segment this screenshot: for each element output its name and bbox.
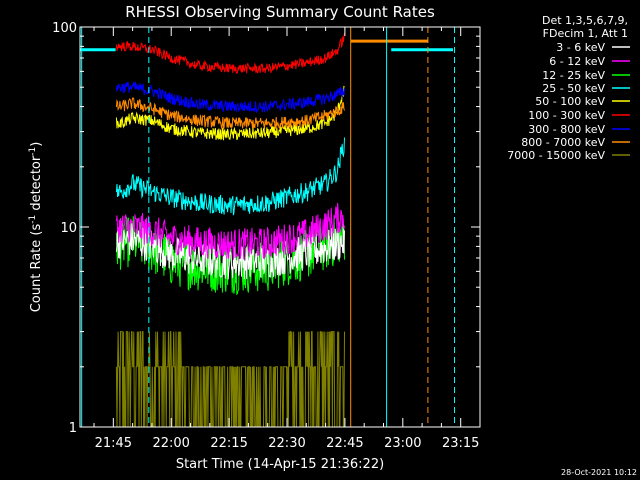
- x-axis-label: Start Time (14-Apr-15 21:36:22): [176, 457, 384, 472]
- x-tick-label: 22:15: [210, 436, 247, 451]
- y-axis-label: Count Rate (s-1 detector-1): [28, 142, 44, 313]
- y-axis-ticks: 1 10 100: [52, 21, 480, 436]
- chart-title: RHESSI Observing Summary Count Rates: [125, 3, 435, 21]
- series-lines: [115, 32, 345, 428]
- legend-label-7000-15000kev: 7000 - 15000 keV: [507, 149, 605, 162]
- series-line-7000-15000-kev: [115, 331, 345, 428]
- legend-label-25-50kev: 25 - 50 keV: [542, 82, 605, 95]
- legend-label-12-25kev: 12 - 25 keV: [542, 69, 605, 82]
- legend-label-50-100kev: 50 - 100 keV: [535, 95, 605, 108]
- legend-label-100-300kev: 100 - 300 keV: [528, 109, 605, 122]
- footer-timestamp: 28-Oct-2021 10:12: [561, 468, 637, 477]
- series-line-6-12-kev: [115, 202, 345, 260]
- legend-label-3-6kev: 3 - 6 keV: [556, 41, 605, 54]
- legend-header-line-1: Det 1,3,5,6,7,9,: [542, 14, 628, 27]
- legend-label-6-12kev: 6 - 12 keV: [549, 55, 605, 68]
- legend-swatches: [612, 46, 630, 156]
- overlay-markers: [80, 27, 456, 427]
- y-tick-label: 10: [60, 221, 77, 236]
- legend-header-line-2: FDecim 1, Att 1: [543, 27, 628, 40]
- series-line-100-300-kev: [115, 32, 345, 74]
- series-line-50-100-kev: [115, 85, 345, 141]
- x-tick-label: 23:00: [384, 436, 421, 451]
- x-tick-label: 21:45: [95, 436, 132, 451]
- series-line-800-7000-kev: [115, 97, 345, 131]
- series-line-3-6-kev: [115, 223, 345, 280]
- x-tick-label: 22:45: [326, 436, 363, 451]
- series-line-25-50-kev: [115, 137, 345, 216]
- series-line-300-800-kev: [115, 81, 345, 113]
- legend: Det 1,3,5,6,7,9, FDecim 1, Att 1 3 - 6 k…: [507, 14, 630, 162]
- x-tick-label: 23:15: [442, 436, 479, 451]
- y-tick-label: 100: [52, 21, 77, 36]
- x-tick-label: 22:30: [268, 436, 305, 451]
- x-axis-ticks: 21:45 22:00 22:15 22:30 22:45 23:00 23:15: [93, 27, 479, 451]
- legend-label-800-7000kev: 800 - 7000 keV: [521, 136, 605, 149]
- x-tick-label: 22:00: [152, 436, 189, 451]
- legend-label-300-800kev: 300 - 800 keV: [528, 123, 605, 136]
- y-tick-label: 1: [69, 421, 77, 436]
